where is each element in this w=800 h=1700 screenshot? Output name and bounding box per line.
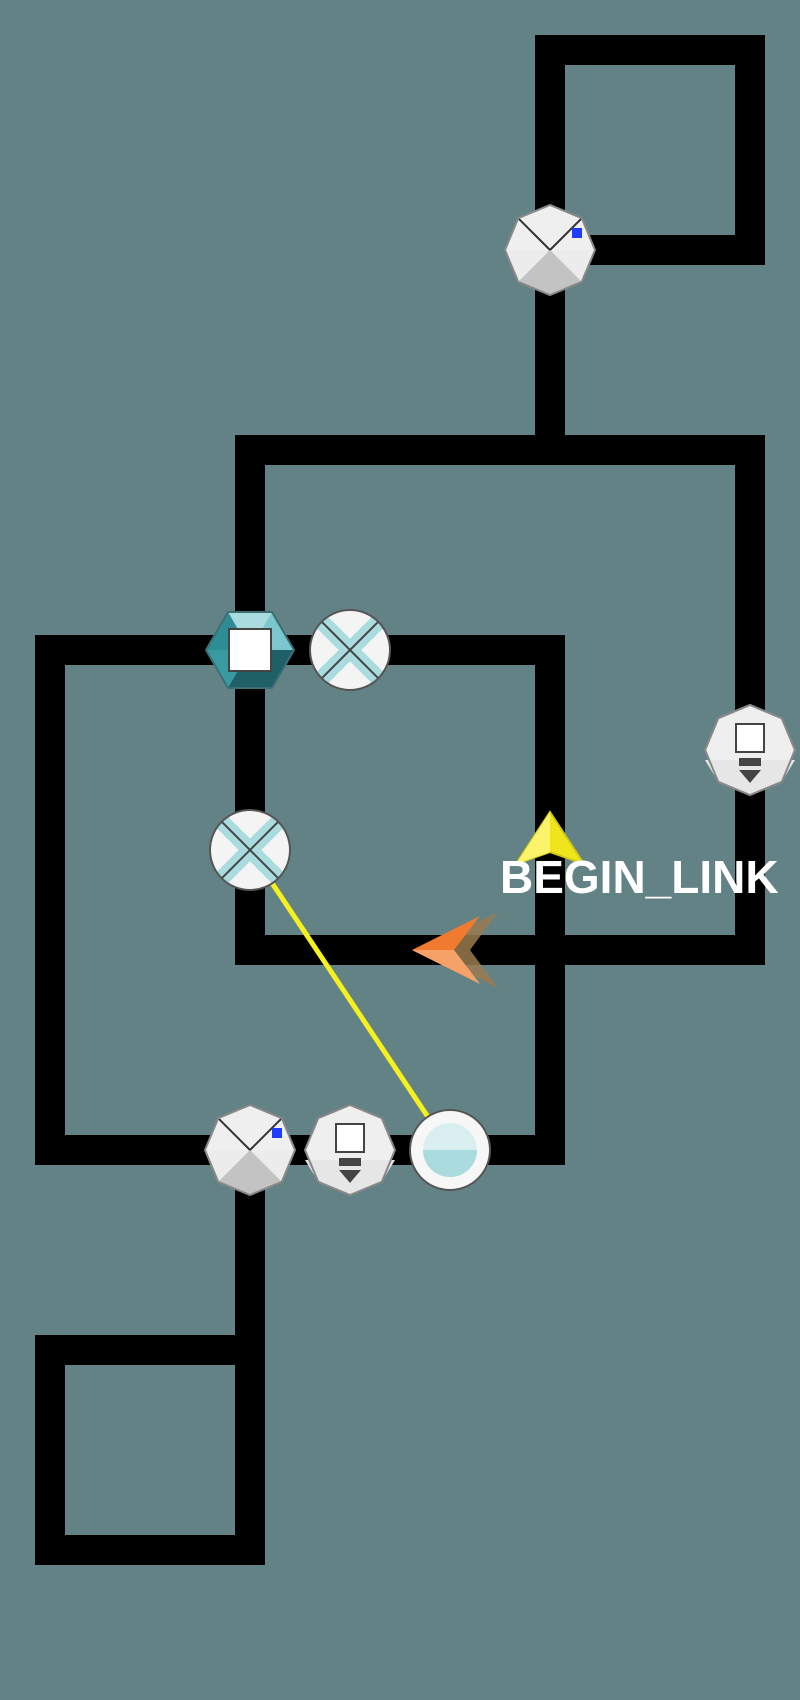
status-text: BEGIN_LINK: [500, 851, 779, 903]
switch-middle-icon[interactable]: [209, 809, 291, 891]
router-top-indicator: [572, 228, 582, 238]
track-loop-bottom: [35, 1335, 265, 1565]
track-outer-frame: [235, 435, 765, 965]
terminal-bottom-icon[interactable]: [303, 1103, 397, 1197]
switch-upper-icon[interactable]: [309, 609, 391, 691]
hub-teal-icon[interactable]: [204, 611, 296, 689]
terminal-right-icon[interactable]: [703, 703, 797, 797]
selection-arrow-icon: [513, 810, 587, 866]
player-ship-icon[interactable]: [412, 912, 498, 988]
router-bottom-indicator: [272, 1128, 282, 1138]
router-top-icon[interactable]: [500, 200, 600, 300]
track-loop-top: [535, 35, 765, 265]
link-line: [247, 848, 453, 1152]
port-bottom-icon[interactable]: [409, 1109, 491, 1191]
